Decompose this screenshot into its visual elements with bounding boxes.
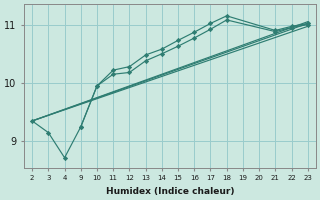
X-axis label: Humidex (Indice chaleur): Humidex (Indice chaleur) — [106, 187, 234, 196]
